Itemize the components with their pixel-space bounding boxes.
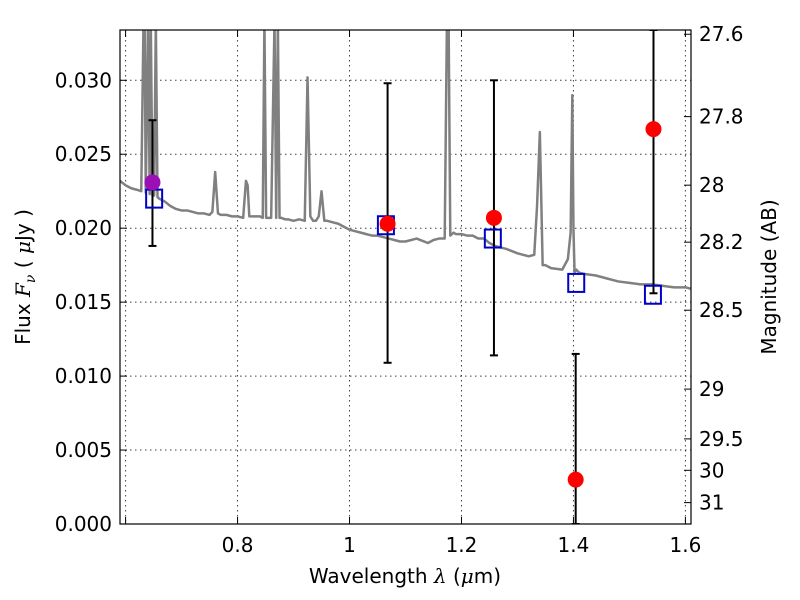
model-spectrum-line [120,30,691,291]
grid [120,30,691,525]
model-bandpass-layer [145,188,662,305]
x-tick-label: 1.2 [446,533,478,557]
observed-point [645,121,662,138]
y-tick-label: 0.015 [55,290,112,314]
y2-tick-label: 27.6 [699,22,744,46]
model-bandpass-square [483,228,502,249]
observed-point [144,174,161,191]
x-axis-title: Wavelength λ (μm) [309,564,501,588]
y-tick-label: 0.025 [55,142,112,166]
y-axis-title: Flux Fν ( μJy ) [11,209,39,345]
y2-tick-label: 28.5 [699,298,744,322]
model-spectrum-layer [120,30,691,291]
x-axis: 0.8 1 1.2 1.4 1.6 [125,30,701,557]
y2-tick-label: 29.5 [699,427,744,451]
y2-axis-title: Magnitude (AB) [757,199,781,354]
y2-tick-label: 28.2 [699,230,744,254]
model-bandpass-square [643,284,662,305]
y-tick-label: 0.010 [55,364,112,388]
y2-tick-label: 30 [699,458,724,482]
y2-tick-label: 27.8 [699,105,744,129]
observed-point [485,209,502,226]
y2-tick-label: 29 [699,377,724,401]
x-tick-label: 1 [343,533,356,557]
x-tick-label: 1.6 [669,533,701,557]
y-tick-label: 0.030 [55,68,112,92]
x-tick-label: 1.4 [558,533,590,557]
y2-axis: 27.6 27.8 28 28.2 28.5 29 29.5 30 31 [684,22,744,515]
observed-point [567,471,584,488]
y-tick-label: 0.000 [55,512,112,536]
plot-frame [119,29,692,525]
y-tick-label: 0.005 [55,438,112,462]
y-axis: 0.000 0.005 0.010 0.015 0.020 0.025 0.030 [55,68,127,536]
observed-point [379,215,396,232]
model-bandpass-square [567,272,586,293]
x-tick-label: 0.8 [222,533,254,557]
y2-tick-label: 31 [699,491,724,515]
y-tick-label: 0.020 [55,216,112,240]
y2-tick-label: 28 [699,173,724,197]
observed-points-layer [144,121,662,488]
